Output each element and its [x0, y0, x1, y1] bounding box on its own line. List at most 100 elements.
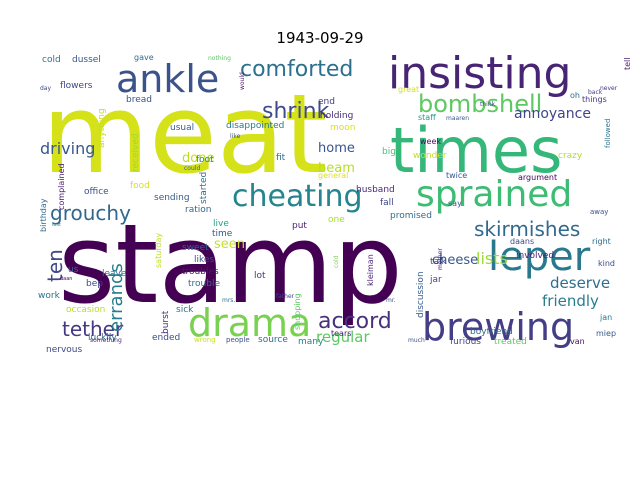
- cloud-word: stamp: [58, 200, 403, 328]
- cloud-word: live: [213, 219, 229, 229]
- cloud-word: received: [131, 133, 141, 172]
- cloud-word: twice: [446, 171, 467, 180]
- cloud-word: insisting: [388, 48, 571, 99]
- cloud-word: troubles: [182, 267, 219, 277]
- cloud-word: accord: [318, 309, 392, 334]
- cloud-word: things: [582, 95, 607, 104]
- cloud-word: drama: [188, 301, 311, 345]
- cloud-word: never: [600, 85, 618, 92]
- cloud-word: fall: [380, 198, 394, 208]
- cloud-word: work: [38, 291, 61, 301]
- cloud-word: jan: [599, 313, 612, 322]
- cloud-word: away: [590, 208, 608, 216]
- cloud-word: furious: [450, 337, 481, 347]
- cloud-word: source: [258, 335, 288, 345]
- cloud-word: skirmishes: [474, 217, 580, 241]
- cloud-word: mr.: [386, 297, 396, 304]
- cloud-word: jar: [429, 275, 442, 285]
- cloud-word: ten: [43, 249, 67, 282]
- cloud-word: flowers: [60, 81, 93, 91]
- cloud-word: could: [184, 165, 200, 172]
- cloud-word: annoyance: [514, 106, 591, 122]
- cloud-word: staff: [418, 113, 436, 122]
- cloud-word: done: [182, 151, 214, 166]
- cloud-word: office: [84, 187, 109, 197]
- cloud-word: mrs.: [222, 297, 235, 304]
- cloud-word: daan: [60, 276, 72, 282]
- chart-title: 1943-09-29: [276, 29, 364, 47]
- cloud-word: lists: [476, 249, 508, 268]
- cloud-word: brewing: [422, 305, 574, 349]
- cloud-word: bep: [86, 279, 103, 289]
- cloud-word: time: [212, 229, 233, 239]
- cloud-word: oh: [570, 91, 580, 100]
- cloud-word: meat: [42, 70, 327, 198]
- cloud-word: errands: [106, 263, 127, 332]
- cloud-word: van: [570, 337, 585, 346]
- cloud-word: discussion: [416, 271, 426, 318]
- cloud-word: much: [408, 337, 425, 344]
- cloud-word: foot: [196, 155, 214, 165]
- cloud-word: cold: [333, 255, 340, 268]
- cloud-word: holding: [320, 111, 353, 121]
- cloud-word: shrink: [262, 99, 330, 124]
- cloud-word: argument: [518, 173, 557, 182]
- cloud-word: disappointed: [226, 121, 284, 131]
- cloud-word: dussel: [72, 55, 101, 65]
- cloud-word: wrong: [194, 336, 216, 344]
- cloud-word: mother: [437, 248, 444, 270]
- cloud-word: daans: [510, 237, 534, 246]
- cloud-word: anything: [97, 108, 107, 148]
- cloud-word: ration: [185, 205, 211, 215]
- cloud-word: burst: [161, 310, 171, 334]
- cloud-word: day: [40, 85, 51, 92]
- cloud-word: something: [90, 337, 122, 344]
- cloud-word: put: [292, 221, 307, 231]
- cloud-word: started: [199, 172, 209, 204]
- cloud-word: people: [226, 336, 250, 344]
- cloud-word: moon: [330, 123, 355, 133]
- cloud-word: say: [448, 199, 462, 208]
- cloud-word: comforted: [240, 57, 353, 82]
- cloud-word: father: [276, 293, 295, 300]
- cloud-word: maaren: [446, 115, 469, 122]
- cloud-word: wonder: [413, 151, 447, 161]
- cloud-word: beam: [318, 161, 355, 176]
- cloud-word: followed: [604, 119, 612, 148]
- cloud-word: likes: [194, 255, 214, 265]
- cloud-word: involved: [516, 251, 554, 261]
- cloud-word: miep: [596, 329, 616, 338]
- cloud-word: kleiman: [366, 254, 375, 286]
- cloud-word: talk: [430, 257, 448, 267]
- cloud-word: big: [382, 147, 396, 157]
- cloud-word: sending: [154, 193, 190, 203]
- cloud-word: us: [68, 265, 79, 275]
- cloud-word: occasion: [66, 305, 105, 315]
- cloud-word: general: [318, 171, 348, 180]
- cloud-word: gave: [134, 53, 154, 62]
- cloud-word: tether: [62, 317, 124, 341]
- cloud-word: kind: [598, 259, 615, 268]
- cloud-word: bread: [126, 95, 152, 105]
- cloud-word: lot: [254, 271, 266, 281]
- cloud-word: usual: [170, 123, 194, 133]
- cloud-word: week: [420, 137, 441, 146]
- cloud-word: cheating: [232, 179, 363, 214]
- cloud-word: great: [398, 85, 419, 94]
- cloud-word: ankle: [116, 57, 219, 101]
- cloud-word: tell: [623, 57, 632, 70]
- cloud-word: fit: [276, 153, 286, 163]
- cloud-word: birthday: [39, 198, 48, 232]
- cloud-word: trouble: [188, 279, 220, 289]
- cloud-word: luckily: [88, 333, 117, 343]
- cloud-word: nothing: [208, 55, 231, 62]
- cloud-word: cold: [42, 55, 61, 65]
- cloud-word: sprained: [416, 174, 572, 215]
- cloud-word: promised: [390, 211, 432, 221]
- cloud-word: grouchy: [50, 201, 131, 225]
- cloud-word: leper: [488, 234, 591, 280]
- cloud-word: saturday: [154, 233, 163, 268]
- cloud-word: leave: [102, 269, 127, 279]
- cloud-word: think: [480, 101, 496, 108]
- cloud-word: back: [588, 89, 603, 96]
